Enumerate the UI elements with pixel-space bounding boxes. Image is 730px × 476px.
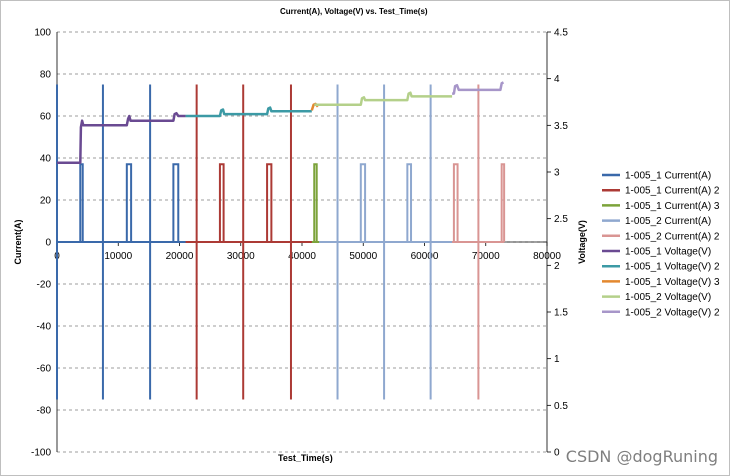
legend-label: 1-005_1 Current(A) 3 <box>625 201 720 212</box>
series-4 <box>319 84 454 400</box>
legend-label: 1-005_2 Current(A) <box>625 216 711 227</box>
y2-tick-label: 2 <box>554 261 560 272</box>
y-tick-label: -80 <box>37 406 52 417</box>
y2-tick-label: 3 <box>554 168 560 179</box>
current-pulse <box>79 163 84 242</box>
y2-tick-label: 0 <box>554 448 560 459</box>
legend-label: 1-005_2 Voltage(V) 2 <box>625 307 720 318</box>
y2-axis-title: Voltage(V) <box>577 220 587 264</box>
y2-tick-label: 2.5 <box>554 214 568 225</box>
watermark-text: CSDN @dogRuning <box>565 447 718 466</box>
y2-tick-label: 4.5 <box>554 28 568 39</box>
y-tick-label: 0 <box>45 238 51 249</box>
voltage-line <box>452 81 505 95</box>
y2-tick-label: 3.5 <box>554 121 568 132</box>
series-2 <box>185 84 315 400</box>
y2-tick-label: 4 <box>554 74 560 85</box>
current-pulse <box>406 163 413 242</box>
x-axis-title: Test_Time(s) <box>278 453 333 463</box>
series-6 <box>57 111 186 164</box>
y2-tick-label: 1 <box>554 354 560 365</box>
current-pulse <box>500 163 506 242</box>
x-tick-label: 20000 <box>166 251 194 262</box>
y-tick-label: -100 <box>31 448 51 459</box>
y-tick-label: 40 <box>40 154 52 165</box>
current-pulse <box>359 163 367 242</box>
series-7 <box>185 106 312 118</box>
current-pulse <box>452 163 459 242</box>
legend-label: 1-005_2 Current(A) 2 <box>625 231 720 242</box>
legend-label: 1-005_1 Voltage(V) <box>625 247 711 258</box>
legend-label: 1-005_2 Voltage(V) <box>625 292 711 303</box>
chart-title: Current(A), Voltage(V) vs. Test_Time(s) <box>280 7 428 16</box>
x-tick-label: 70000 <box>472 251 500 262</box>
current-pulse <box>313 163 318 242</box>
x-tick-label: 80000 <box>533 251 561 262</box>
legend-label: 1-005_1 Voltage(V) 2 <box>625 262 720 273</box>
series-1 <box>56 84 192 400</box>
legend-label: 1-005_1 Current(A) 2 <box>625 186 720 197</box>
current-pulse <box>172 163 180 242</box>
y-tick-label: -40 <box>37 322 52 333</box>
current-pulse <box>266 163 273 242</box>
voltage-line <box>57 111 186 164</box>
series-10 <box>452 81 505 95</box>
voltage-line <box>185 106 312 118</box>
series-5 <box>452 84 506 400</box>
series-9 <box>314 91 453 107</box>
legend-label: 1-005_1 Current(A) <box>625 171 711 182</box>
x-tick-label: 10000 <box>104 251 132 262</box>
y-tick-label: -60 <box>37 364 52 375</box>
y-tick-label: 100 <box>34 28 51 39</box>
current-pulse <box>218 163 225 242</box>
x-tick-label: 30000 <box>227 251 255 262</box>
legend-label: 1-005_1 Voltage(V) 3 <box>625 277 720 288</box>
x-tick-label: 50000 <box>349 251 377 262</box>
x-tick-label: 40000 <box>288 251 316 262</box>
series-3 <box>311 163 320 243</box>
y2-tick-label: 1.5 <box>554 308 568 319</box>
plot-area: 100806040200-20-40-60-80-1004.543.532.52… <box>31 28 568 459</box>
y-tick-label: -20 <box>37 280 52 291</box>
y-axis-title: Current(A) <box>13 220 23 265</box>
y-tick-label: 20 <box>40 196 52 207</box>
y-tick-label: 60 <box>40 112 52 123</box>
x-tick-label: 60000 <box>411 251 439 262</box>
y-tick-label: 80 <box>40 70 52 81</box>
legend: 1-005_1 Current(A) 1-005_1 Current(A) 2 1-… <box>602 171 720 318</box>
y2-tick-label: 0.5 <box>554 401 568 412</box>
voltage-line <box>314 91 453 107</box>
current-pulse <box>125 163 133 242</box>
